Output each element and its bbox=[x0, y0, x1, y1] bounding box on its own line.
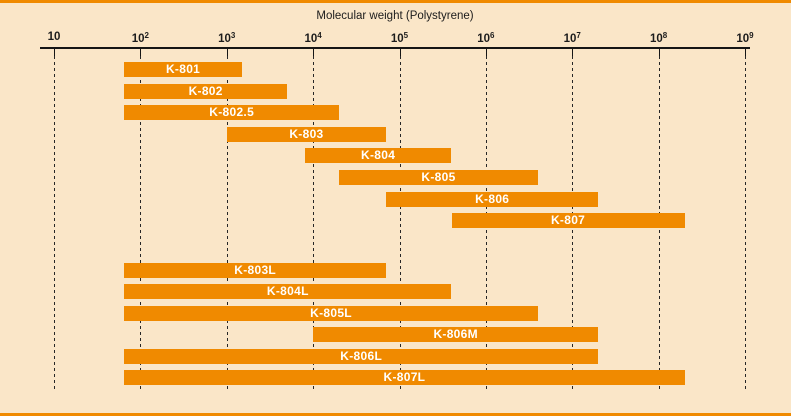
x-tick-mark bbox=[485, 49, 487, 56]
range-bar-k-804l: K-804L bbox=[124, 284, 452, 299]
bottom-accent-rule bbox=[0, 413, 791, 416]
top-accent-rule bbox=[0, 0, 791, 3]
gridline-10e2 bbox=[140, 56, 142, 392]
bar-label: K-807L bbox=[383, 370, 426, 384]
x-tick-mark bbox=[399, 49, 401, 56]
bar-label: K-806M bbox=[433, 327, 478, 341]
x-tick-label-10e7: 107 bbox=[563, 31, 581, 45]
x-tick-mark bbox=[745, 49, 746, 56]
range-bar-k-805l: K-805L bbox=[124, 305, 538, 321]
range-bar-k-806l: K-806L bbox=[124, 348, 599, 364]
range-bar-k-802: K-802 bbox=[124, 83, 288, 99]
x-tick-mark bbox=[226, 49, 228, 56]
x-tick-label-10e4: 104 bbox=[304, 31, 322, 45]
x-axis-line bbox=[40, 47, 750, 49]
range-bar-k-806m: K-806M bbox=[313, 327, 599, 342]
range-bar-k-801: K-801 bbox=[124, 62, 242, 77]
x-tick-mark bbox=[313, 49, 315, 56]
gridline-10e4 bbox=[313, 56, 315, 392]
bar-label: K-801 bbox=[165, 62, 201, 76]
range-bar-k-807: K-807 bbox=[451, 213, 685, 229]
x-tick-label-10e1: 10 bbox=[47, 31, 61, 43]
bar-label: K-802 bbox=[188, 83, 223, 98]
bar-label: K-805L bbox=[310, 305, 352, 320]
gridline-10e5 bbox=[399, 56, 401, 392]
gridline-10e3 bbox=[226, 56, 228, 392]
bar-label: K-805 bbox=[421, 170, 456, 184]
bar-label: K-804 bbox=[361, 148, 396, 163]
range-bar-k-803: K-803 bbox=[226, 126, 387, 142]
x-tick-mark bbox=[140, 49, 142, 56]
x-tick-label-10e2: 102 bbox=[131, 31, 149, 45]
bar-label: K-804L bbox=[266, 284, 309, 298]
x-tick-label-10e8: 108 bbox=[650, 31, 668, 45]
range-bar-k-802-5: K-802.5 bbox=[124, 105, 340, 121]
x-tick-label-10e6: 106 bbox=[477, 31, 495, 45]
x-tick-mark bbox=[54, 49, 55, 56]
gridline-10e9 bbox=[745, 56, 746, 392]
range-bar-k-803l: K-803L bbox=[124, 262, 387, 278]
x-tick-mark bbox=[658, 49, 660, 56]
bar-label: K-802.5 bbox=[209, 105, 255, 120]
bar-label: K-806 bbox=[475, 191, 510, 206]
x-tick-label-10e5: 105 bbox=[390, 31, 409, 45]
x-tick-label-10e9: 109 bbox=[736, 31, 754, 45]
bar-label: K-803 bbox=[289, 126, 324, 141]
bar-label: K-806L bbox=[340, 348, 383, 363]
bar-label: K-807 bbox=[550, 213, 586, 228]
range-bar-k-804: K-804 bbox=[304, 148, 452, 164]
range-bar-k-806: K-806 bbox=[386, 191, 599, 207]
chart-title: Molecular weight (Polystyrene) bbox=[316, 10, 474, 22]
bar-label: K-803L bbox=[234, 262, 277, 277]
x-tick-mark bbox=[572, 49, 574, 56]
range-bar-k-807l: K-807L bbox=[124, 370, 685, 385]
range-bar-k-805: K-805 bbox=[339, 170, 538, 185]
x-tick-label-10e3: 103 bbox=[218, 31, 236, 45]
gridline-10e1 bbox=[54, 56, 55, 392]
